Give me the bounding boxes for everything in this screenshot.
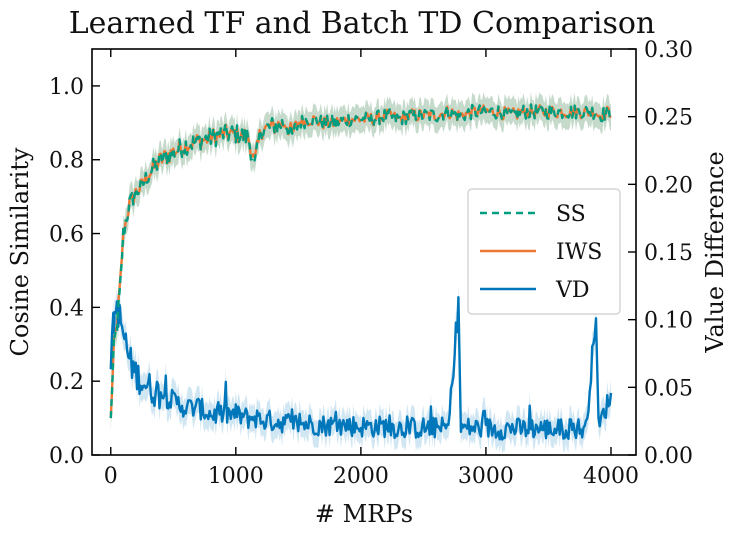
- y-left-tick-label: 1.0: [49, 75, 84, 100]
- legend-label-iws: IWS: [556, 240, 602, 265]
- y-right-tick-label: 0.20: [644, 173, 693, 198]
- y-right-tick-label: 0.15: [644, 241, 693, 266]
- x-tick-label: 2000: [333, 464, 389, 489]
- legend-box: [467, 188, 621, 315]
- y-left-tick-label: 0.0: [49, 444, 84, 469]
- x-tick-label: 1000: [208, 464, 264, 489]
- series-line-ss: [109, 103, 612, 419]
- y-right-tick-label: 0.25: [644, 106, 693, 131]
- y-right-tick-label: 0.05: [644, 376, 693, 401]
- y-right-tick-label: 0.00: [644, 444, 693, 469]
- x-tick-label: 0: [104, 464, 118, 489]
- legend-label-ss: SS: [556, 202, 586, 227]
- chart-title: Learned TF and Batch TD Comparison: [69, 6, 656, 41]
- axis-ticks: 0 1000 2000 3000 4000 0.0 0.2 0.4 0.6 0.8 1.0 0.00 0…: [49, 38, 693, 489]
- y-left-axis-label: Cosine Similarity: [6, 147, 34, 356]
- y-right-tick-label: 0.10: [644, 309, 693, 334]
- series-line-vd: [109, 296, 613, 441]
- y-left-tick-label: 0.6: [49, 223, 84, 248]
- y-right-tick-label: 0.30: [644, 38, 693, 63]
- y-right-axis-label: Value Difference: [701, 151, 729, 353]
- series-layer: [109, 103, 613, 441]
- x-tick-label: 4000: [583, 464, 639, 489]
- legend-label-vd: VD: [555, 278, 590, 303]
- y-left-tick-label: 0.2: [49, 370, 84, 395]
- legend: SS IWS VD: [467, 188, 621, 315]
- x-tick-label: 3000: [458, 464, 514, 489]
- y-left-tick-label: 0.8: [49, 149, 84, 174]
- x-axis-label: # MRPs: [315, 500, 413, 528]
- y-left-tick-label: 0.4: [49, 296, 84, 321]
